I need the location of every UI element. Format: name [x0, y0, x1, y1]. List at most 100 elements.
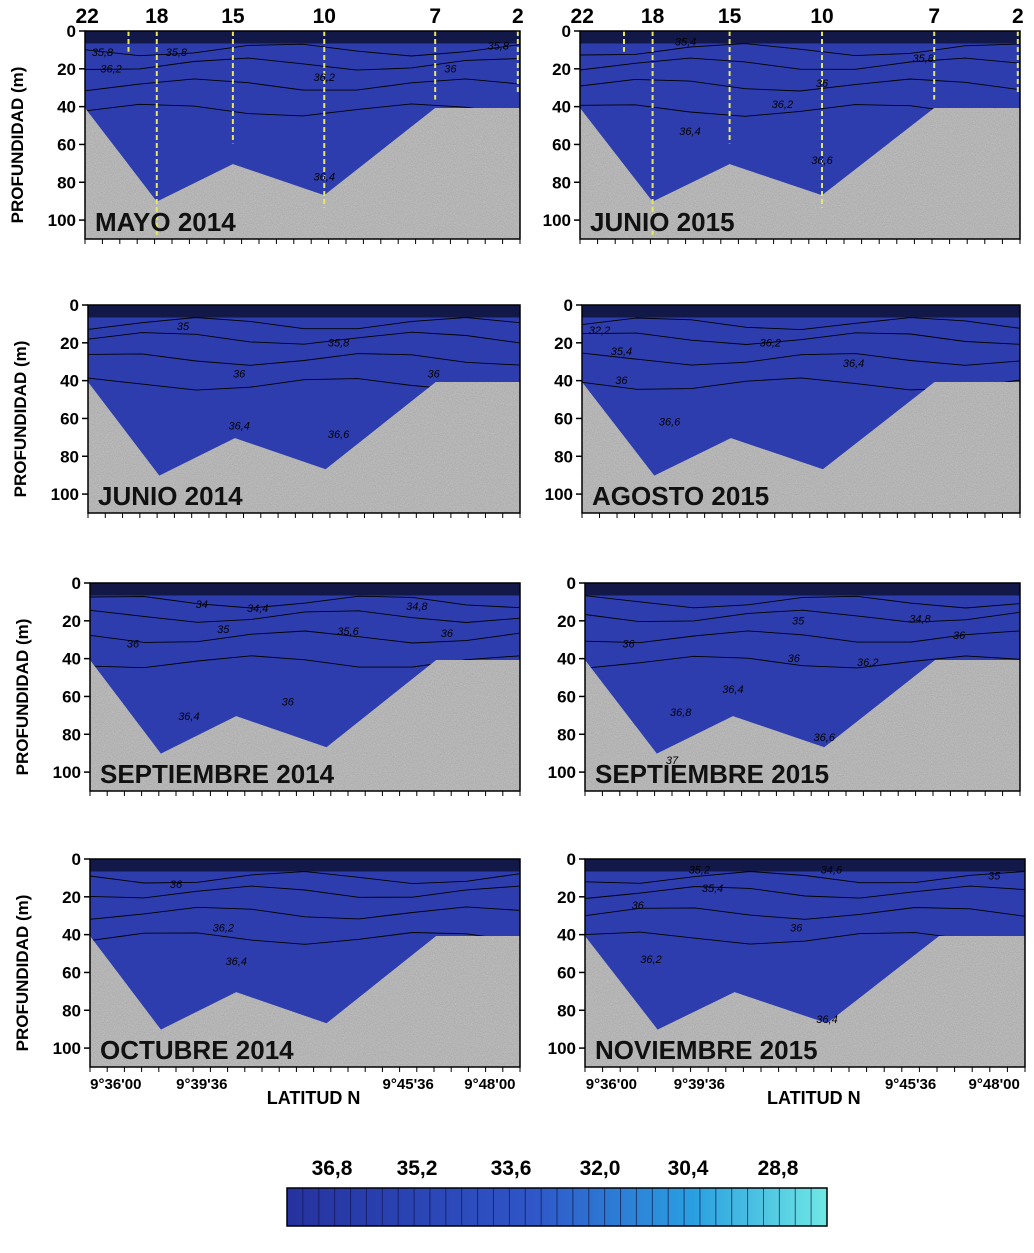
station-label: 15	[718, 5, 742, 28]
panel-title: JUNIO 2014	[98, 481, 243, 511]
contour-line	[579, 57, 1021, 71]
y-tick-label: 40	[57, 98, 76, 117]
contour-line	[89, 630, 521, 644]
y-tick-label: 20	[552, 60, 571, 79]
surface-band	[85, 31, 520, 44]
colorbar: 36,8 35,2 33,6 32,0 30,4 28,8	[286, 1157, 828, 1227]
section-panel: 22 18 15 10 7 2 35,8 36,2 35,8 36,2 36 35,8 36,4 0 20 4…	[8, 5, 524, 244]
contour-label: 36,4	[843, 358, 864, 370]
station-label: 10	[313, 5, 336, 28]
contour-label: 36,6	[811, 155, 833, 167]
section-panel: 36 36,2 36,4 0 20 40 60 80 100 PROFUNDIDAD (m) OCT…	[13, 850, 521, 1108]
panel-title: SEPTIEMBRE 2015	[595, 759, 829, 789]
y-tick-label: 40	[557, 650, 576, 669]
panel-title: JUNIO 2015	[590, 207, 735, 237]
contour-label: 35	[177, 321, 190, 333]
contour-label: 35,4	[675, 36, 696, 48]
y-tick-label: 20	[57, 60, 76, 79]
panel-title: NOVIEMBRE 2015	[595, 1035, 818, 1065]
contour-line	[89, 906, 521, 920]
contour-label: 36	[444, 63, 457, 75]
y-tick-label: 40	[60, 372, 79, 391]
station-label: 10	[810, 5, 833, 28]
contour-label: 36,2	[760, 337, 781, 349]
contour-label: 36	[953, 630, 966, 642]
y-tick-label: 80	[552, 173, 571, 192]
station-label: 22	[75, 5, 98, 28]
station-label: 22	[571, 5, 594, 28]
y-tick-label: 0	[67, 22, 76, 41]
panel-title: MAYO 2014	[95, 207, 236, 237]
y-tick-label: 0	[70, 296, 79, 315]
y-tick-label: 80	[57, 173, 76, 192]
contour-line	[87, 317, 521, 330]
y-tick-label: 60	[62, 687, 81, 706]
contour-label: 36	[282, 697, 295, 709]
contour-line	[84, 43, 521, 57]
contour-label: 35,6	[337, 626, 359, 638]
contour-label: 34,4	[247, 603, 268, 615]
station-label: 2	[512, 5, 524, 28]
seafloor-texture	[88, 382, 520, 513]
contour-line	[581, 317, 1021, 331]
y-tick-label: 60	[57, 135, 76, 154]
contour-label: 36,4	[314, 172, 335, 184]
y-tick-label: 80	[557, 725, 576, 744]
contour-label: 35,8	[166, 47, 188, 59]
y-tick-label: 0	[567, 850, 576, 869]
contour-line	[584, 655, 1021, 669]
y-tick-label: 100	[53, 1039, 81, 1058]
contour-label: 35,8	[328, 337, 350, 349]
station-label: 15	[221, 5, 245, 28]
contour-label: 36	[427, 369, 440, 381]
x-tick-label: 9°39'36	[176, 1076, 227, 1093]
contour-label: 34	[196, 599, 208, 611]
contour-label: 35	[792, 615, 805, 627]
contour-line	[89, 595, 521, 609]
contour-label: 35,8	[488, 41, 510, 53]
colorbar-label: 36,8	[312, 1157, 353, 1180]
section-panel: 22 18 15 10 7 2 35,4 36 35,8 36,2 36,4 36,6 0 20 40 60 8…	[543, 5, 1024, 244]
section-panel: 35,2 34,6 35,4 35 36 36 36,2 36,4 0 20 40 60 80 100 NO…	[548, 850, 1026, 1108]
contour-line	[89, 871, 521, 885]
surface-band	[585, 583, 1020, 596]
contour-label: 36	[127, 638, 140, 650]
contour-line	[584, 630, 1021, 644]
y-tick-label: 0	[567, 574, 576, 593]
contour-label: 36,2	[213, 923, 234, 935]
x-axis-label: LATITUD N	[267, 1088, 361, 1108]
y-tick-label: 100	[51, 485, 79, 504]
y-tick-label: 60	[62, 963, 81, 982]
colorbar-label: 28,8	[758, 1157, 799, 1180]
surface-band	[90, 583, 520, 596]
x-tick-label: 9°45'36	[885, 1076, 936, 1093]
contour-label: 36	[632, 900, 645, 912]
contour-label: 36,8	[670, 707, 692, 719]
y-tick-label: 80	[62, 725, 81, 744]
y-tick-label: 20	[557, 888, 576, 907]
station-label: 2	[1012, 5, 1024, 28]
y-axis-label: PROFUNDIDAD (m)	[13, 619, 32, 776]
panel-frame	[89, 858, 521, 1068]
contour-label: 35,4	[702, 883, 723, 895]
panel-frame	[87, 304, 521, 514]
contour-label: 36,2	[772, 99, 793, 111]
seafloor-texture	[90, 936, 520, 1067]
contour-line	[584, 871, 1026, 884]
contour-label: 36,4	[178, 711, 199, 723]
y-tick-label: 60	[552, 135, 571, 154]
y-tick-label: 60	[557, 687, 576, 706]
panel-frame	[579, 30, 1021, 240]
seafloor-texture	[85, 108, 520, 239]
contour-line	[89, 932, 521, 945]
y-tick-label: 100	[548, 763, 576, 782]
x-tick-label: 9°36'00	[90, 1076, 141, 1093]
panels-layer: 22 18 15 10 7 235,836,235,836,23635,836,40204…	[8, 5, 1026, 1108]
contour-label: 36,4	[722, 684, 743, 696]
x-tick-label: 9°48'00	[464, 1076, 515, 1093]
x-axis-label: LATITUD N	[767, 1088, 861, 1108]
contour-line	[584, 885, 1026, 899]
contour-label: 35,2	[689, 864, 710, 876]
contour-line	[584, 595, 1021, 609]
y-tick-label: 80	[554, 447, 573, 466]
